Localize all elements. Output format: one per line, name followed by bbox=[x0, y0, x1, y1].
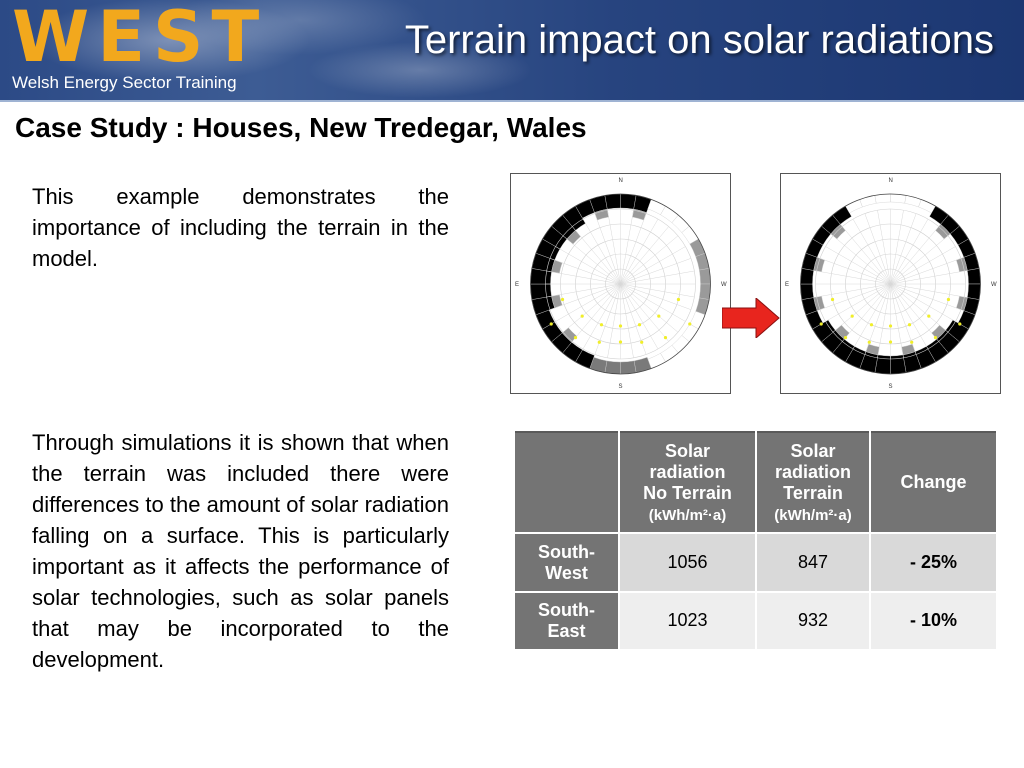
sun-dot bbox=[927, 314, 931, 318]
compass-label: S bbox=[619, 384, 623, 390]
compass-label: N bbox=[889, 178, 893, 184]
sun-dot bbox=[843, 336, 848, 340]
sun-dot bbox=[958, 322, 962, 326]
table-header-change: Change bbox=[869, 432, 998, 535]
body-paragraph: Through simulations it is shown that whe… bbox=[32, 430, 449, 672]
compass-label: E bbox=[785, 282, 789, 288]
sun-dot bbox=[560, 297, 565, 302]
compass-labels: N S E W bbox=[785, 178, 997, 390]
table-header-row: Solar radiation No Terrain (kWh/m²·a) So… bbox=[513, 432, 998, 535]
sun-dot bbox=[676, 297, 681, 302]
sun-dot bbox=[580, 314, 584, 318]
sun-dot bbox=[688, 322, 692, 326]
sun-dot bbox=[573, 336, 578, 340]
sun-dot bbox=[597, 340, 601, 344]
table-row: South- East 1023 932 - 10% bbox=[513, 590, 998, 652]
sun-dot bbox=[618, 324, 623, 328]
header-banner: WEST Welsh Energy Sector Training Terrai… bbox=[0, 0, 1024, 100]
polar-grid bbox=[530, 193, 711, 375]
compass-label: S bbox=[889, 384, 893, 390]
compass-label: N bbox=[619, 178, 623, 184]
right-arrow-icon bbox=[722, 298, 780, 338]
sun-dot bbox=[946, 297, 951, 302]
compass-label: W bbox=[991, 282, 997, 288]
slide-title: Terrain impact on solar radiations bbox=[404, 18, 994, 62]
cell-change: - 25% bbox=[869, 532, 998, 593]
table-header-no-terrain: Solar radiation No Terrain (kWh/m²·a) bbox=[618, 432, 757, 535]
sun-dot bbox=[933, 336, 938, 340]
cell-terrain: 847 bbox=[755, 532, 871, 593]
row-label-south-west: South- West bbox=[513, 532, 620, 593]
sun-dot bbox=[637, 323, 642, 327]
sun-position-dots bbox=[549, 297, 692, 344]
sun-dot bbox=[888, 340, 893, 344]
logo-subtitle: Welsh Energy Sector Training bbox=[12, 73, 237, 92]
row-label-south-east: South- East bbox=[513, 590, 620, 652]
cell-no-terrain: 1023 bbox=[618, 590, 757, 652]
compass-label: E bbox=[515, 282, 519, 288]
table-row: South- West 1056 847 - 25% bbox=[513, 532, 998, 593]
cell-change: - 10% bbox=[869, 590, 998, 652]
sun-dot bbox=[657, 314, 661, 318]
sun-dot bbox=[830, 297, 835, 302]
west-logo: WEST bbox=[12, 0, 268, 78]
compass-labels: N S E W bbox=[515, 178, 727, 390]
sun-dot bbox=[663, 336, 668, 340]
sunpath-diagram-no-terrain: N S E W bbox=[510, 173, 731, 394]
polar-grid bbox=[800, 193, 981, 375]
cell-no-terrain: 1056 bbox=[618, 532, 757, 593]
sun-dot bbox=[850, 314, 854, 318]
cell-terrain: 932 bbox=[755, 590, 871, 652]
sun-dot bbox=[599, 323, 604, 327]
sun-dot bbox=[618, 340, 623, 344]
sun-dot bbox=[549, 322, 553, 326]
sun-dot bbox=[867, 340, 871, 344]
sun-dot bbox=[869, 323, 874, 327]
banner-background bbox=[0, 0, 1024, 100]
solar-radiation-table: Solar radiation No Terrain (kWh/m²·a) So… bbox=[513, 431, 998, 652]
sun-dot bbox=[819, 322, 823, 326]
sunpath-diagram-terrain: N S E W bbox=[780, 173, 1001, 394]
table-header-empty bbox=[513, 432, 620, 535]
case-study-title: Case Study : Houses, New Tredegar, Wales bbox=[15, 112, 587, 143]
table-header-terrain: Solar radiation Terrain (kWh/m²·a) bbox=[755, 432, 871, 535]
intro-paragraph: This example demonstrates the importance… bbox=[32, 184, 449, 271]
sun-position-dots bbox=[819, 297, 962, 344]
sun-dot bbox=[910, 340, 914, 344]
sun-dot bbox=[888, 324, 893, 328]
sun-dot bbox=[640, 340, 644, 344]
compass-label: W bbox=[721, 282, 727, 288]
header-divider bbox=[0, 100, 1024, 102]
horizon-ring bbox=[800, 193, 981, 375]
sun-dot bbox=[907, 323, 912, 327]
